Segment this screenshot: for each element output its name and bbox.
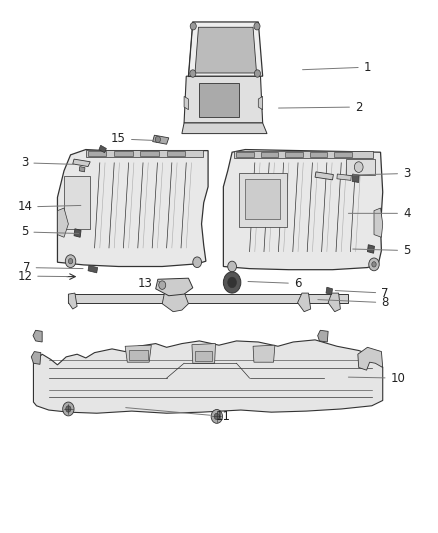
Circle shape: [228, 277, 237, 288]
Polygon shape: [326, 287, 332, 295]
Polygon shape: [79, 166, 85, 172]
Circle shape: [372, 262, 376, 267]
Polygon shape: [188, 22, 263, 76]
Text: 4: 4: [348, 207, 410, 220]
Circle shape: [254, 22, 260, 30]
Polygon shape: [31, 352, 41, 365]
Circle shape: [155, 136, 160, 143]
Polygon shape: [199, 83, 239, 117]
Text: 8: 8: [318, 296, 389, 309]
Bar: [286, 152, 303, 157]
Polygon shape: [258, 96, 263, 110]
Circle shape: [65, 255, 76, 268]
Circle shape: [66, 406, 71, 412]
Polygon shape: [195, 27, 257, 73]
Bar: [245, 179, 280, 219]
Polygon shape: [57, 208, 68, 237]
Circle shape: [63, 402, 74, 416]
Polygon shape: [57, 150, 208, 266]
Polygon shape: [155, 278, 193, 296]
Bar: [114, 151, 133, 156]
Polygon shape: [374, 208, 383, 237]
Polygon shape: [192, 344, 215, 364]
Bar: [64, 176, 90, 229]
Polygon shape: [315, 172, 333, 180]
Circle shape: [214, 413, 219, 419]
Text: 10: 10: [348, 372, 406, 385]
Bar: [88, 151, 106, 156]
Polygon shape: [367, 245, 374, 253]
Text: 15: 15: [111, 132, 153, 146]
Text: 5: 5: [353, 244, 410, 257]
Polygon shape: [352, 174, 359, 182]
Bar: [166, 151, 185, 156]
Text: 7: 7: [336, 287, 389, 300]
Polygon shape: [125, 345, 151, 362]
Polygon shape: [99, 146, 106, 153]
Bar: [346, 159, 375, 175]
Text: 6: 6: [248, 277, 301, 290]
Text: 1: 1: [303, 61, 371, 74]
Circle shape: [211, 409, 223, 423]
Polygon shape: [162, 292, 188, 312]
Polygon shape: [33, 330, 42, 342]
Circle shape: [223, 272, 241, 293]
Bar: [261, 152, 279, 157]
Bar: [68, 294, 348, 303]
Bar: [141, 151, 159, 156]
Text: 13: 13: [138, 277, 160, 290]
Circle shape: [354, 162, 363, 172]
Polygon shape: [33, 340, 383, 413]
Polygon shape: [358, 348, 383, 370]
Polygon shape: [318, 330, 328, 342]
Circle shape: [159, 281, 166, 289]
Polygon shape: [337, 174, 351, 180]
Bar: [86, 150, 203, 157]
Circle shape: [68, 259, 73, 264]
Polygon shape: [184, 76, 263, 123]
Polygon shape: [74, 229, 81, 237]
Polygon shape: [68, 293, 77, 309]
Text: 14: 14: [17, 200, 81, 213]
Polygon shape: [73, 159, 90, 166]
Bar: [130, 350, 148, 360]
Polygon shape: [152, 135, 169, 144]
Polygon shape: [88, 265, 98, 273]
Circle shape: [369, 258, 379, 271]
Text: 5: 5: [21, 225, 79, 238]
Bar: [237, 152, 254, 157]
Bar: [310, 152, 327, 157]
Polygon shape: [297, 293, 311, 312]
Circle shape: [190, 22, 196, 30]
Text: 7: 7: [23, 261, 83, 274]
Bar: [334, 152, 352, 157]
Circle shape: [193, 257, 201, 268]
Circle shape: [228, 261, 237, 272]
Text: 3: 3: [21, 156, 74, 169]
Polygon shape: [253, 345, 275, 362]
Polygon shape: [184, 96, 188, 110]
Bar: [195, 351, 212, 361]
Circle shape: [190, 70, 196, 77]
Text: 3: 3: [353, 167, 410, 180]
Polygon shape: [328, 293, 340, 312]
Circle shape: [254, 70, 261, 77]
Polygon shape: [182, 123, 267, 134]
Bar: [234, 151, 373, 158]
Text: 2: 2: [279, 101, 363, 114]
Bar: [239, 173, 287, 227]
Polygon shape: [223, 150, 383, 270]
Text: 11: 11: [126, 408, 231, 423]
Text: 12: 12: [17, 270, 68, 282]
